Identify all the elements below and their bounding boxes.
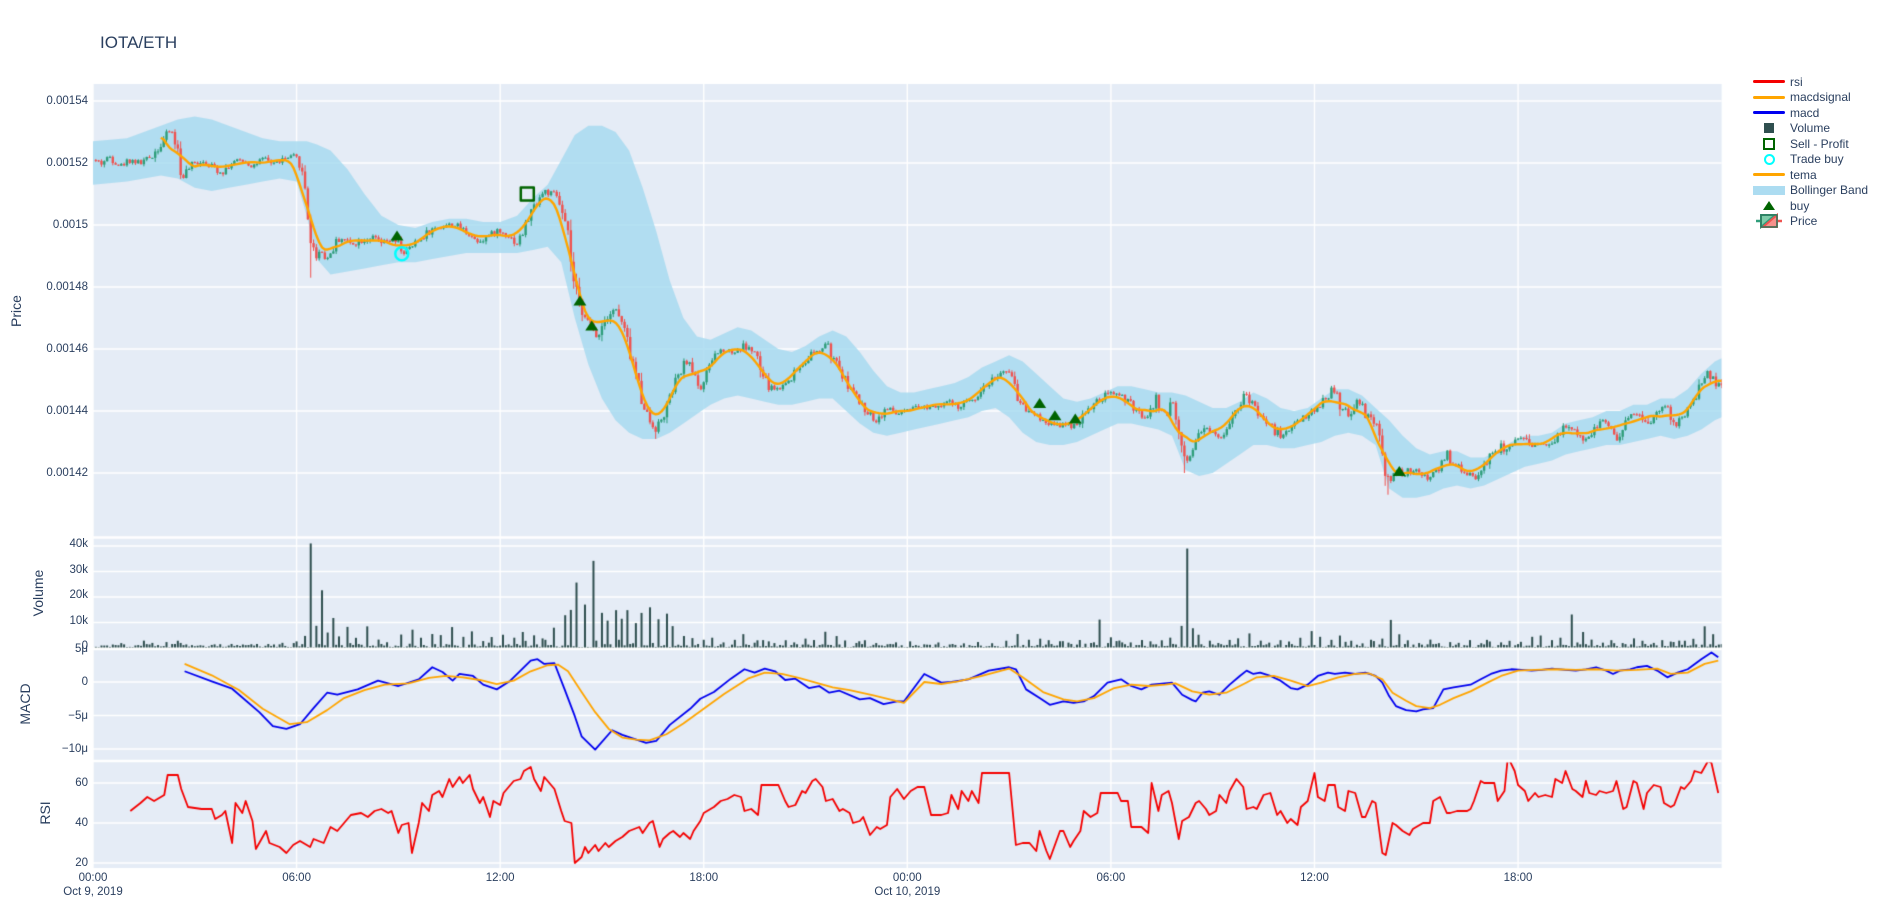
rsi-tick-label: 60 [75,777,88,789]
legend-item-tema[interactable]: tema [1752,167,1868,183]
legend-label: buy [1790,198,1810,213]
price-tick-label: 0.00144 [46,405,88,417]
x-tick-label: 12:00 [1300,872,1329,884]
tema-line-swatch-icon [1752,173,1786,177]
x-tick-label: 18:00 [689,872,719,884]
volume-axis-title: Volume [30,569,46,617]
legend-label: macd [1790,105,1820,120]
legend-label: rsi [1790,74,1803,89]
buy-triangle-icon [1752,201,1786,211]
legend-item-sell-profit[interactable]: Sell - Profit [1752,136,1868,152]
macd-line-swatch-icon [1752,111,1786,115]
x-tick-label: 12:00 [485,872,515,884]
legend-item-volume[interactable]: Volume [1752,121,1868,137]
x-tick-label: 06:00 [282,872,311,884]
legend-label: Bollinger Band [1790,183,1869,198]
x-date-label: Oct 9, 2019 [63,886,123,898]
price-tick-label: 0.00146 [46,343,88,355]
x-tick-label: 06:00 [1096,872,1126,884]
price-tick-label: 0.00148 [46,281,88,293]
legend-label: tema [1790,167,1817,182]
macd-tick-label: 0 [81,676,88,688]
macd-tick-label: −10μ [61,743,88,755]
rsi-tick-label: 40 [75,817,88,829]
legend-label: Trade buy [1790,152,1844,167]
legend-label: Volume [1790,121,1831,136]
macd-tick-label: −5μ [68,709,88,722]
legend-item-rsi[interactable]: rsi [1752,74,1868,90]
legend-item-macd[interactable]: macd [1752,105,1868,121]
legend-item-macdsignal[interactable]: macdsignal [1752,90,1868,106]
legend: rsi macdsignal macd Volume Sell - Profit Trad… [1752,74,1868,230]
rsi-line-swatch-icon [1752,80,1786,84]
x-tick-label: 00:00 [78,872,108,884]
x-tick-label: 00:00 [892,872,922,884]
bollinger-band-swatch-icon [1752,185,1786,195]
trade-buy-circle-icon [1752,153,1786,165]
legend-item-trade-buy[interactable]: Trade buy [1752,152,1868,168]
chart-title: IOTA/ETH [100,33,178,52]
sell-profit-square-icon [1752,137,1786,150]
macd-tick-label: 5μ [74,642,88,655]
legend-label: Sell - Profit [1790,136,1849,151]
volume-tick-label: 40k [69,538,88,550]
price-tick-label: 0.00142 [46,467,88,479]
volume-square-icon [1752,123,1786,134]
legend-item-price[interactable]: Price [1752,213,1868,230]
volume-tick-label: 10k [69,614,88,627]
legend-item-bollinger-band[interactable]: Bollinger Band [1752,183,1868,199]
legend-item-buy[interactable]: buy [1752,198,1868,214]
macdsignal-line-swatch-icon [1752,95,1786,99]
legend-label: macdsignal [1790,90,1851,105]
price-tick-label: 0.0015 [52,219,88,231]
x-tick-label: 18:00 [1503,872,1533,884]
macd-axis-title: MACD [17,683,33,725]
price-axis-title: Price [8,295,24,327]
volume-tick-label: 0 [81,640,88,652]
price-candlestick-icon [1752,213,1786,230]
legend-label: Price [1790,214,1818,229]
x-date-label: Oct 10, 2019 [874,886,941,898]
volume-tick-label: 30k [69,563,88,576]
rsi-tick-label: 20 [75,857,88,869]
volume-tick-label: 20k [69,589,88,601]
rsi-axis-title: RSI [37,801,53,825]
price-tick-label: 0.00152 [46,157,88,169]
price-tick-label: 0.00154 [46,95,88,107]
